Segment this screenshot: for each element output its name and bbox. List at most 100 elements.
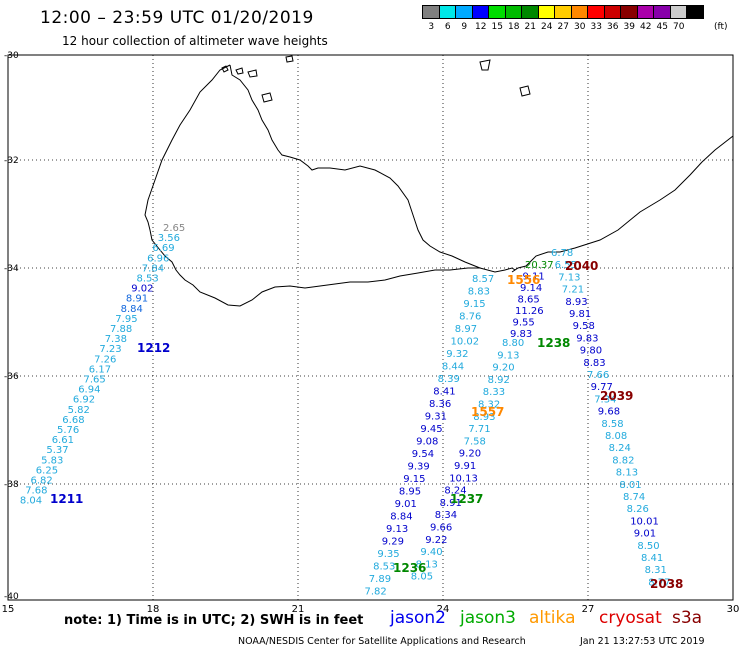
wave-height-value: 9.80 [580, 346, 602, 357]
wave-height-value: 8.84 [390, 512, 412, 523]
legend-item-s3a: s3a [672, 608, 703, 628]
wave-height-value: 9.15 [403, 474, 425, 485]
south-africa-coastline [229, 64, 734, 273]
wave-height-value: 8.04 [20, 496, 42, 507]
wave-height-value: 10.02 [451, 337, 480, 348]
lon-label: 30 [727, 604, 740, 615]
wave-height-value: 8.57 [472, 274, 494, 285]
wave-height-value: 7.21 [562, 285, 584, 296]
scale-label: 30 [574, 22, 586, 32]
lat-label: -40 [4, 592, 19, 602]
wave-height-value: 6.69 [152, 243, 174, 254]
footer-timestamp: Jan 21 13:27:53 UTC 2019 [580, 636, 705, 647]
wave-height-value: 6.61 [52, 435, 74, 446]
wave-height-value: 5.83 [41, 455, 63, 466]
wave-height-value: 8.91 [440, 498, 462, 509]
map-title: 12:00 – 23:59 UTC 01/20/2019 [40, 8, 314, 28]
wave-height-value: 8.50 [637, 541, 659, 552]
wave-height-value: 8.92 [488, 375, 510, 386]
wave-height-value: 8.76 [459, 312, 481, 323]
wave-height-value: 9.54 [412, 449, 434, 460]
wave-height-value: 8.77 [648, 577, 670, 588]
pass-time-label: 2040 [565, 259, 598, 273]
wave-height-value: 9.83 [576, 333, 598, 344]
lat-label: -30 [4, 51, 19, 61]
wave-height-value: 20.37 [525, 260, 554, 271]
wave-height-value: 5.37 [46, 445, 68, 456]
wave-height-value: 9.32 [446, 349, 468, 360]
wave-height-value: 9.08 [416, 437, 438, 448]
wave-height-value: 5.82 [68, 405, 90, 416]
lat-label: -34 [4, 264, 19, 274]
coastline [144, 55, 734, 307]
wave-height-value: 9.81 [569, 309, 591, 320]
wave-height-value: 9.11 [523, 272, 545, 283]
wave-height-value: 9.58 [573, 321, 595, 332]
west-cape-coastline [144, 64, 480, 307]
wave-height-value: 9.20 [459, 449, 481, 460]
legend-item-jason3: jason3 [460, 608, 516, 628]
wave-height-value: 7.82 [365, 587, 387, 598]
wave-height-value: 9.01 [395, 499, 417, 510]
wave-height-value: 9.77 [591, 382, 613, 393]
island-5 [479, 59, 491, 71]
footer-credit: NOAA/NESDIS Center for Satellite Applica… [238, 636, 526, 647]
wave-height-value: 8.84 [121, 304, 143, 315]
island-2 [235, 67, 244, 75]
wave-height-value: 9.35 [377, 549, 399, 560]
wave-height-value: 8.41 [641, 553, 663, 564]
wave-height-value: 7.68 [25, 486, 47, 497]
wave-height-value: 7.26 [94, 354, 116, 365]
wave-height-value: 2.65 [163, 223, 185, 234]
pass-time-label: 1212 [137, 341, 170, 355]
pass-time-label: 2039 [600, 389, 633, 403]
scale-label: 21 [524, 22, 536, 32]
wave-height-value: 9.68 [598, 407, 620, 418]
island-4 [261, 92, 273, 103]
wave-height-value: 7.89 [369, 574, 391, 585]
wave-height-value: 6.68 [62, 415, 84, 426]
scale-label: 39 [623, 22, 635, 32]
wave-height-value: 8.13 [416, 559, 438, 570]
wave-height-value: 6.94 [78, 385, 100, 396]
wave-height-value: 7.58 [464, 436, 486, 447]
wave-height-value: 9.01 [634, 529, 656, 540]
wave-height-value: 10.01 [630, 516, 659, 527]
wave-height-value: 9.13 [497, 350, 519, 361]
color-scale-labels: 3 6 9 12 15 18 21 24 27 30 33 36 39 42 45 70 [423, 22, 687, 32]
note-text: note: 1) Time is in UTC; 2) SWH is in fe… [64, 613, 364, 628]
wave-height-value: 8.39 [438, 374, 460, 385]
wave-height-value: 8.58 [601, 419, 623, 430]
wave-height-value: 8.93 [565, 297, 587, 308]
wave-height-value: 8.33 [483, 387, 505, 398]
scale-label: 24 [541, 22, 553, 32]
wave-height-value: 9.20 [492, 363, 514, 374]
wave-height-value: 8.34 [435, 510, 457, 521]
wave-height-value: 9.22 [425, 535, 447, 546]
island-7 [285, 55, 294, 63]
wave-height-value: 6.17 [89, 364, 111, 375]
wave-height-value: 7.23 [99, 344, 121, 355]
wave-height-value: 8.24 [609, 443, 631, 454]
wave-height-value: 7.34 [594, 394, 616, 405]
pass-time-label: 2038 [650, 577, 683, 591]
scale-label: 42 [640, 22, 652, 32]
wave-height-value: 8.13 [616, 468, 638, 479]
wave-height-value: 8.53 [137, 274, 159, 285]
scale-label: 9 [461, 22, 468, 32]
wave-height-value: 6.96 [147, 253, 169, 264]
wave-height-value: 6.82 [31, 476, 53, 487]
legend-item-cryosat: cryosat [599, 608, 662, 628]
wave-height-value: 9.83 [510, 329, 532, 340]
scale-label: 3 [428, 22, 435, 32]
axis-labels: 15 18 21 24 27 30 -30 -32 -34 -36 -38 -40 [2, 51, 740, 615]
scale-label: 18 [508, 22, 520, 32]
scale-label: 45 [656, 22, 668, 32]
scale-label: 33 [590, 22, 602, 32]
wave-height-value: 8.93 [473, 412, 495, 423]
color-scale [422, 5, 704, 19]
wave-height-value: 7.95 [115, 314, 137, 325]
wave-height-value: 6.55 [555, 260, 577, 271]
island-3 [247, 69, 258, 78]
